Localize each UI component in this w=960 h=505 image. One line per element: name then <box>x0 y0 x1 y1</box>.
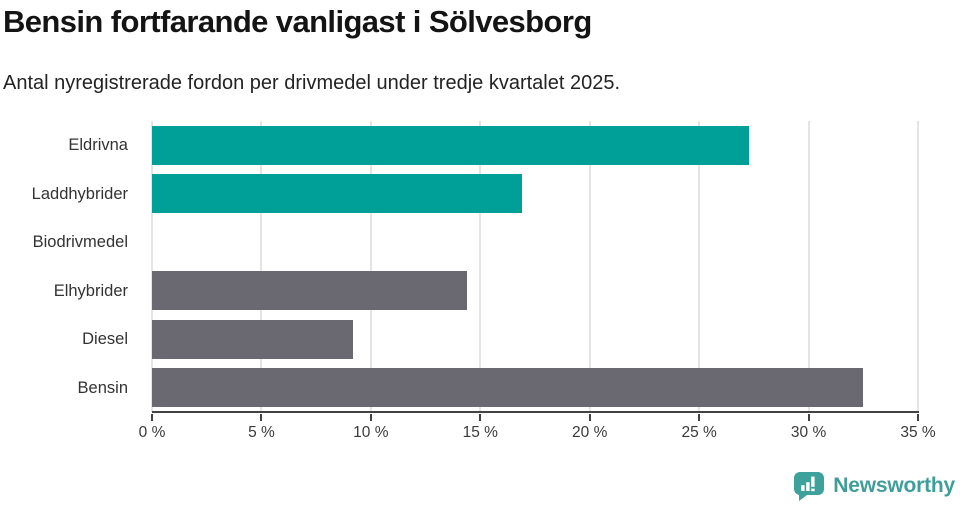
axis-tick <box>369 413 372 421</box>
gridline <box>698 121 701 412</box>
bar-bensin <box>152 368 864 408</box>
axis-tick <box>588 413 591 421</box>
gridline <box>807 121 810 412</box>
plot-area <box>151 121 919 421</box>
x-axis-line <box>152 410 919 413</box>
axis-tick <box>698 413 701 421</box>
newsworthy-logo-icon <box>794 472 825 501</box>
chart-title: Bensin fortfarande vanligast i Sölvesbor… <box>3 4 592 39</box>
gridline <box>369 121 372 412</box>
x-axis-labels: 0 % 5 % 10 % 15 % 20 % 25 % 30 % 35 % <box>139 424 936 448</box>
bar-diesel <box>152 319 354 359</box>
axis-tick <box>479 413 482 421</box>
x-tick-label: 30 % <box>790 424 827 441</box>
x-tick-label: 10 % <box>353 424 389 441</box>
y-axis-labels: Eldrivna Laddhybrider Biodrivmedel Elhybrid… <box>0 121 140 412</box>
x-tick-label: 0 % <box>138 424 166 441</box>
brand-footer: Newsworthy <box>793 471 955 501</box>
x-tick-label: 20 % <box>572 424 608 441</box>
bar-eldrivna <box>152 125 750 165</box>
axis-tick <box>260 413 263 421</box>
gridline <box>917 121 919 412</box>
category-label: Eldrivna <box>68 136 128 154</box>
gridline <box>479 121 482 412</box>
gridline <box>151 121 153 412</box>
bar-laddhybrider <box>152 174 522 214</box>
category-label: Elhybrider <box>53 281 128 300</box>
axis-tick <box>151 413 153 421</box>
axis-tick <box>917 413 919 421</box>
gridline <box>588 121 591 412</box>
x-tick-label: 35 % <box>900 424 936 441</box>
gridline <box>260 121 263 412</box>
bar-elhybrider <box>152 271 468 311</box>
x-tick-label: 5 % <box>248 424 275 441</box>
category-label: Biodrivmedel <box>32 233 128 251</box>
x-tick-label: 15 % <box>462 424 498 441</box>
x-tick-label: 25 % <box>681 424 717 441</box>
category-label: Bensin <box>77 378 128 397</box>
category-label: Laddhybrider <box>31 184 128 203</box>
axis-tick <box>807 413 810 421</box>
brand-name: Newsworthy <box>833 474 955 497</box>
category-label: Diesel <box>82 330 128 348</box>
chart-subtitle: Antal nyregistrerade fordon per drivmede… <box>3 72 621 94</box>
